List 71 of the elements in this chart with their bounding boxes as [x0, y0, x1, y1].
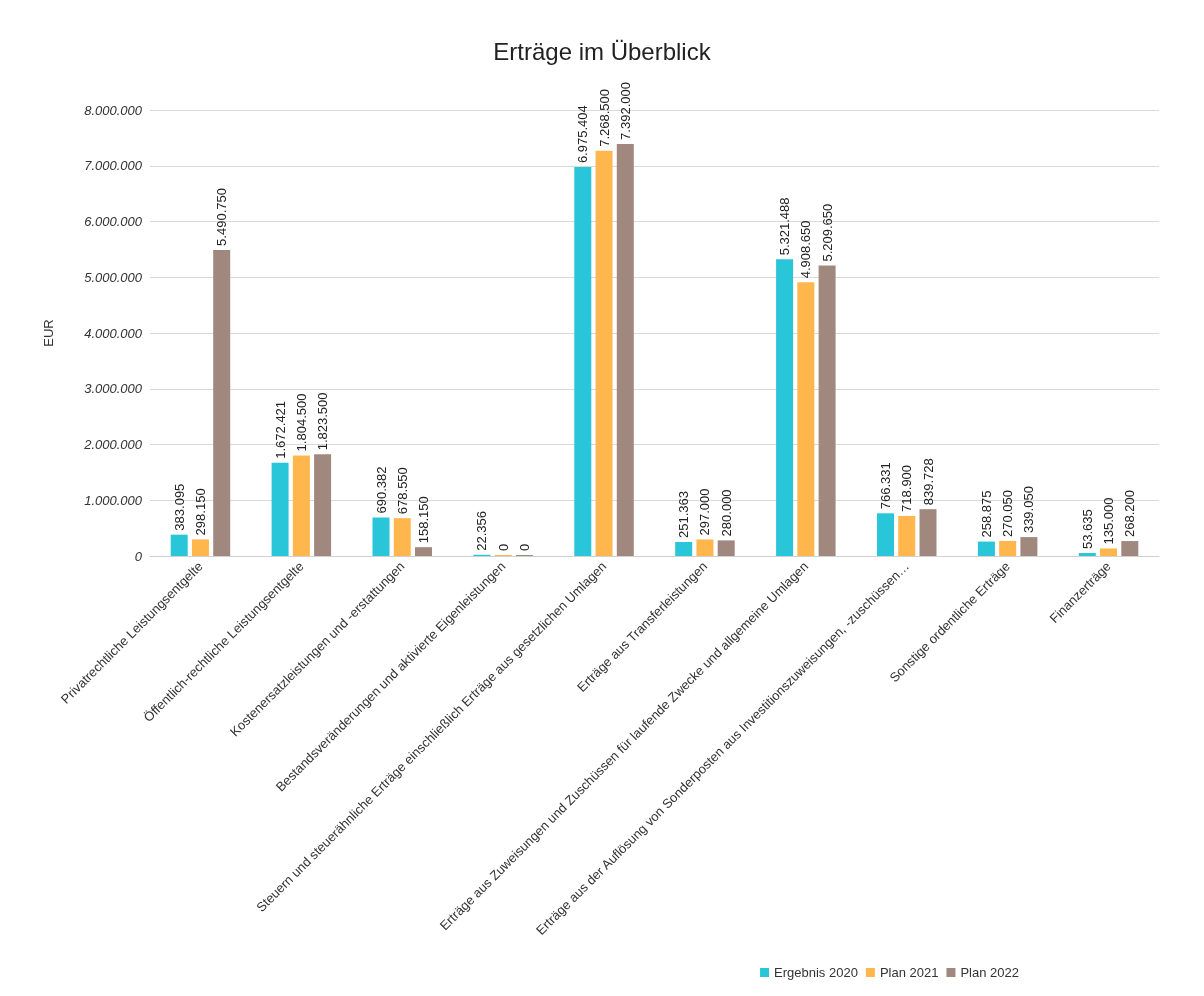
y-tick-label: 0	[134, 548, 143, 564]
bar	[314, 454, 332, 556]
y-tick-label: 3.000.000	[84, 381, 143, 397]
data-label: 1.804.500	[293, 393, 309, 452]
data-label: 383.095	[171, 483, 187, 531]
data-label: 6.975.404	[575, 105, 591, 164]
data-label: 0	[495, 543, 511, 551]
data-label: 5.321.488	[777, 197, 793, 256]
data-label: 5.490.750	[214, 188, 230, 246]
data-label: 270.050	[1000, 489, 1016, 537]
bar	[717, 540, 735, 556]
data-label: 5.209.650	[819, 203, 835, 262]
bar	[898, 515, 916, 556]
bar	[797, 282, 815, 556]
bar	[776, 259, 794, 556]
bar	[977, 541, 995, 556]
data-label: 280.000	[718, 489, 734, 537]
data-label: 1.672.421	[272, 400, 288, 459]
y-tick-label: 1.000.000	[84, 492, 143, 508]
legend-label: Ergebnis 2020	[774, 965, 858, 980]
bar	[696, 539, 714, 556]
bar	[213, 249, 231, 556]
bar	[818, 265, 836, 556]
data-label: 766.331	[878, 462, 893, 510]
data-label: 839.728	[920, 458, 936, 506]
bar	[675, 541, 693, 556]
data-label: 251.363	[676, 490, 692, 538]
data-label: 158.150	[416, 496, 431, 544]
y-axis-title: EUR	[41, 319, 56, 347]
data-label: 135.000	[1101, 497, 1117, 545]
chart-title: Erträge im Überblick	[493, 37, 712, 65]
data-label: 297.000	[697, 488, 713, 536]
bar	[393, 518, 411, 556]
y-tick-label: 8.000.000	[84, 102, 143, 118]
data-label: 0	[516, 543, 532, 551]
bar	[271, 462, 289, 556]
bar	[919, 509, 937, 556]
y-tick-label: 7.000.000	[84, 158, 143, 174]
data-label: 339.050	[1021, 486, 1037, 534]
data-label: 268.200	[1122, 490, 1138, 538]
bar	[415, 547, 432, 556]
legend-label: Plan 2021	[879, 965, 939, 980]
bar	[1121, 541, 1139, 556]
data-label: 4.908.650	[798, 220, 814, 279]
y-tick-label: 6.000.000	[84, 214, 143, 229]
data-label: 298.150	[192, 488, 208, 536]
data-label: 1.823.500	[315, 392, 331, 451]
bar	[595, 150, 613, 556]
y-tick-label: 2.000.000	[83, 437, 143, 452]
data-label: 22.356	[474, 510, 490, 551]
data-label: 53.635	[1079, 509, 1095, 550]
data-label: 718.900	[899, 464, 915, 512]
bar	[1020, 537, 1038, 556]
bar	[1078, 553, 1096, 556]
bar	[616, 143, 634, 556]
bar	[191, 539, 209, 556]
bar	[877, 513, 894, 556]
data-label: 7.392.000	[617, 82, 633, 140]
y-tick-label: 4.000.000	[84, 325, 143, 341]
data-label: 7.268.500	[596, 88, 612, 147]
bar	[574, 167, 592, 556]
bar	[170, 534, 188, 556]
bar	[372, 517, 390, 556]
data-label: 690.382	[373, 466, 389, 514]
bar	[1100, 548, 1118, 556]
data-label: 678.550	[394, 467, 410, 515]
legend-label: Plan 2022	[960, 965, 1020, 980]
bar	[292, 455, 310, 556]
data-label: 258.875	[978, 490, 994, 538]
bar	[999, 540, 1017, 556]
y-tick-label: 5.000.000	[84, 269, 143, 285]
